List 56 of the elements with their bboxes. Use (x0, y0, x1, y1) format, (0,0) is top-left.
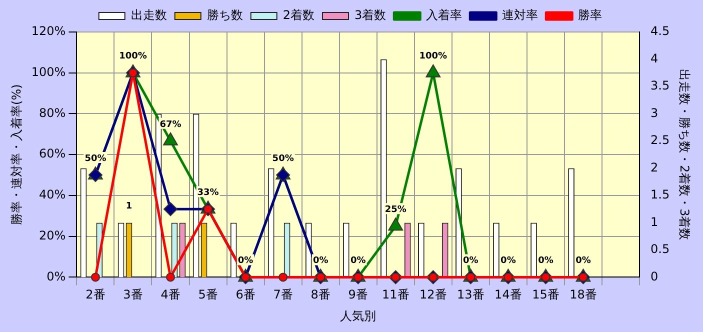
y-tick-label: 80% (39, 106, 66, 120)
legend-label: 勝ち数 (206, 8, 243, 22)
y-tick-label: 120% (31, 24, 66, 38)
x-tick-label: 11番 (382, 288, 410, 302)
x-tick-label: 18番 (570, 288, 597, 302)
y2-tick-label: 2 (650, 160, 658, 174)
data-label: 50% (84, 154, 106, 164)
x-tick-label: 7番 (273, 288, 293, 302)
data-label: 0% (538, 256, 554, 266)
y2-tick-label: 0 (650, 269, 658, 284)
data-label: 67% (160, 120, 182, 130)
y2-tick-label: 2.5 (650, 133, 670, 148)
legend-label: 3着数 (354, 8, 386, 22)
legend-label: 2着数 (282, 8, 315, 22)
legend-label: 勝率 (578, 8, 602, 22)
x-tick-label: 9番 (348, 288, 368, 302)
x-tick-label: 13番 (457, 288, 484, 302)
x-tick-label: 6番 (236, 288, 256, 302)
data-label: 33% (197, 188, 219, 198)
x-tick-label: 2番 (86, 288, 106, 302)
y2-tick-label: 0.5 (650, 242, 670, 256)
y2-axis-title: 出走数・勝ち数・2着数・3着数 (678, 68, 692, 240)
data-label: 100% (119, 52, 147, 62)
y-tick-label: 20% (39, 228, 66, 242)
y2-tick-label: 3 (650, 106, 658, 120)
data-label: 0% (576, 256, 591, 266)
data-label: 0% (463, 256, 478, 266)
x-axis-title: 人気別 (340, 308, 376, 323)
data-label: 0% (500, 256, 516, 266)
y-tick-label: 100% (31, 64, 66, 79)
data-label: 0% (312, 256, 328, 266)
y2-tick-label: 4.5 (650, 24, 670, 38)
x-tick-label: 4番 (160, 288, 180, 302)
x-tick-label: 14番 (494, 288, 522, 302)
data-label: 1 (126, 202, 132, 212)
legend-label: 連対率 (502, 8, 538, 22)
y-axis-title: 勝率・連対率・入着率(%) (9, 84, 24, 225)
data-label: 0% (238, 256, 254, 266)
y-tick-label: 0% (46, 269, 66, 284)
x-tick-label: 5番 (198, 288, 218, 302)
data-label: 25% (384, 204, 406, 215)
y2-tick-label: 3.5 (650, 78, 670, 93)
y-tick-label: 40% (39, 188, 66, 202)
y2-tick-label: 4 (650, 51, 658, 66)
data-label: 50% (272, 154, 294, 164)
y-tick-label: 60% (39, 146, 66, 161)
x-tick-label: 8番 (310, 288, 330, 302)
x-tick-label: 15番 (532, 288, 560, 302)
legend-label: 入着率 (426, 8, 462, 22)
y2-tick-label: 1 (650, 214, 658, 229)
legend-label: 出走数 (130, 8, 167, 22)
y2-tick-label: 1.5 (650, 188, 670, 202)
data-label: 100% (419, 52, 448, 62)
data-label: 0% (350, 256, 366, 266)
x-tick-label: 12番 (420, 288, 447, 302)
x-tick-label: 3番 (123, 288, 143, 302)
